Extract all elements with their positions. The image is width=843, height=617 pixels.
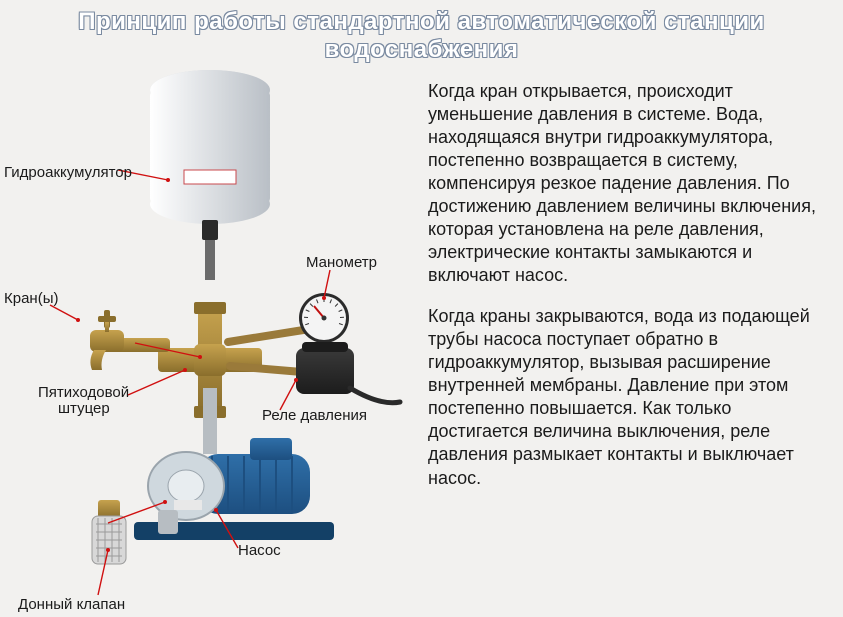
- label-gauge: Манометр: [306, 254, 377, 271]
- label-fitting-line2: штуцер: [58, 400, 110, 417]
- description-column: Когда кран открывается, происходит умень…: [428, 80, 828, 508]
- page: Принцип работы стандартной автоматическо…: [0, 0, 843, 617]
- diagram-area: Гидроаккумулятор Манометр Кран(ы) Пятихо…: [0, 60, 420, 610]
- label-accumulator: Гидроаккумулятор: [4, 164, 132, 181]
- label-pump: Насос: [238, 542, 281, 559]
- label-fitting-line1: Пятиходовой: [38, 384, 129, 401]
- description-p2: Когда краны закрываются, вода из подающе…: [428, 305, 828, 489]
- label-relay: Реле давления: [262, 407, 367, 424]
- label-foot-valve: Донный клапан: [18, 596, 125, 613]
- description-p1: Когда кран открывается, происходит умень…: [428, 80, 828, 287]
- page-title: Принцип работы стандартной автоматическо…: [0, 8, 843, 64]
- diagram-svg: [0, 60, 420, 617]
- label-taps: Кран(ы): [4, 290, 58, 307]
